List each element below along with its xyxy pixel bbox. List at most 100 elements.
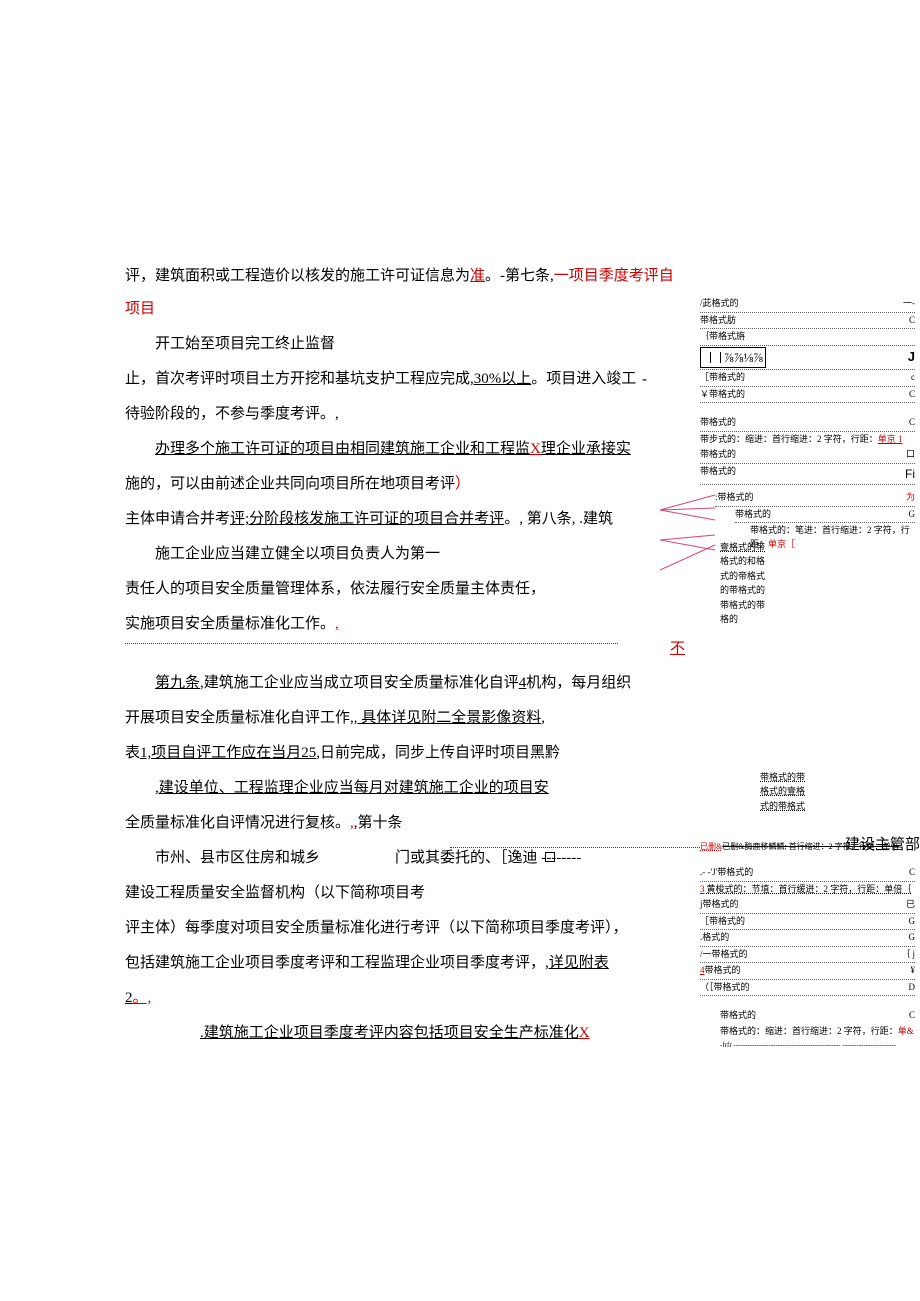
text-underlined: 2 xyxy=(125,990,133,1006)
anno-label: ［带格式的 xyxy=(700,371,745,385)
text: 评主体）每季度对项目安全质量标准化进行考评（以下简称项目季度考评）， xyxy=(125,920,628,936)
paragraph: 施工企业应当建立健全以项目负责人为第一 xyxy=(125,538,685,571)
anno-code: 口 xyxy=(906,448,915,462)
anno-label: j带格式的 xyxy=(700,898,739,912)
anno-num: 3 xyxy=(700,883,705,897)
text-red: 不 xyxy=(670,633,685,666)
anno-label: ｛带格式旃 xyxy=(700,330,745,344)
anno-line: 格的 xyxy=(720,612,765,626)
anno-code: C xyxy=(909,1009,915,1023)
anno-label: .格式的 xyxy=(700,931,729,945)
anno-label: 带格式的 xyxy=(735,508,771,522)
text: 机构，每月组织 xyxy=(526,675,631,691)
text: 待验阶段的，不参与季度考评。, xyxy=(125,406,339,422)
text: , xyxy=(541,710,545,726)
anno-code: C xyxy=(909,416,915,430)
anno-label: 建设主管部 xyxy=(845,834,920,857)
anno-line: 格式的和格 xyxy=(720,554,765,568)
text-underlined: ,30%以上 xyxy=(470,371,531,387)
paragraph: .建筑施工企业项目季度考评内容包括项目安全生产标准化X xyxy=(125,1017,685,1050)
anno-code: 一- xyxy=(903,297,915,311)
anno-code: D xyxy=(909,981,916,995)
text-underlined: 1,项目自评工作应在当月25 xyxy=(140,745,316,761)
anno-code: 为 xyxy=(906,491,915,505)
anno-label: -frfr ----------------------------------… xyxy=(720,1040,896,1051)
paragraph: 评主体）每季度对项目安全质量标准化进行考评（以下简称项目季度考评）， xyxy=(125,912,685,945)
document-body: 评，建筑面积或工程造价以核发的施工许可证信息为准。-第七条,一项目季度考评自项目… xyxy=(125,260,685,1052)
anno-label: 带格式的：缩进：首行缩进：2 字符，行距： xyxy=(720,1026,898,1036)
paragraph: 表1,项目自评工作应在当月25,日前完成，同步上传自评时项目黑黔 xyxy=(125,737,685,770)
paragraph: 开展项目安全质量标准化自评工作,, 具体详见附二全景影像资料, xyxy=(125,702,685,735)
anno-code: J xyxy=(908,347,915,369)
annotation-vertical: 壹格式的带 格式的和格 式的帝格式 的带格式的 带格式的带 格的 xyxy=(720,540,765,626)
text-underlined: X xyxy=(530,441,541,457)
text: ,建筑施工企业应当成立项目安全质量标准化自评 xyxy=(200,675,519,691)
text: X xyxy=(579,1025,590,1041)
anno-red: 单& xyxy=(898,1026,914,1036)
anno-code: G xyxy=(909,915,916,929)
anno-line: 式的帝格式 xyxy=(720,569,765,583)
anno-line: 带格式的带 xyxy=(720,598,765,612)
text: 。, xyxy=(133,990,152,1006)
text: 施的，可以由前述企业共同向项目所在地项目考评 xyxy=(125,476,455,492)
anno-code: 已 xyxy=(906,898,915,912)
text: ,第十条 xyxy=(354,815,403,831)
anno-code: c xyxy=(911,371,915,385)
anno-red: 单京［ xyxy=(768,539,795,549)
paragraph: 建设工程质量安全监督机构（以下简称项目考 xyxy=(125,877,685,910)
anno-code: C xyxy=(909,314,915,328)
text: 表 xyxy=(125,745,140,761)
paragraph: 办理多个施工许可证的项目由相同建筑施工企业和工程监X理企业承接实 xyxy=(125,433,685,466)
annotation-block: .- -'J'带格式的 C 3黄梭式的：节埴：首行缓迸：2 字符，行距：单倍｛ j… xyxy=(700,865,915,996)
anno-label: 带格式的 xyxy=(705,965,741,975)
text: 开展项目安全质量标准化自评工作, xyxy=(125,710,354,726)
anno-code: G xyxy=(909,931,916,945)
text-underlined: 第九条 xyxy=(155,675,200,691)
anno-label: （［带格式的 xyxy=(700,981,750,995)
paragraph: 实施项目安全质量标准化工作。, xyxy=(125,608,685,641)
text: 止，首次考评时项目土方开挖和基坑支护工程应完成 xyxy=(125,371,470,387)
anno-label: 黄梭式的：节埴：首行缓迸：2 字符，行距：单倍｛ xyxy=(707,883,916,897)
text: ,日前完成，同步上传自评时项目黑黔 xyxy=(316,745,560,761)
anno-label: ［带格式的 xyxy=(700,915,745,929)
checkbox-icon xyxy=(545,852,555,862)
text: 主体申请合并考 xyxy=(125,511,230,527)
anno-deleted: 已删& xyxy=(700,842,722,851)
anno-label: .- -'J'带格式的 xyxy=(700,866,753,880)
text: 市州、县市区住房和城乡 xyxy=(155,850,320,866)
anno-label: /一带格式的 xyxy=(700,948,748,962)
anno-line: 的带格式的 xyxy=(720,583,765,597)
anno-label: 带格式的 xyxy=(700,448,736,462)
anno-code: C xyxy=(909,388,915,402)
anno-line: 壹格式的带 xyxy=(720,540,765,554)
divider xyxy=(450,847,700,848)
divider-row: 不 xyxy=(125,643,685,667)
paragraph: 开工始至项目完工终止监督 xyxy=(125,328,685,361)
annotation-block: 带格式的C 带格式的：缩进：首行缩进：2 字符，行距：单& -frfr ----… xyxy=(720,1008,915,1052)
anno-label: 带步式的：缩进：首行缩进：2 字符，行距： xyxy=(700,434,878,444)
anno-code: G xyxy=(909,508,916,522)
anno-red: 单京 1 xyxy=(878,434,903,444)
text-underlined: .建筑施工企业项目季度考评内容包括项目安全生产标准化 xyxy=(200,1025,579,1041)
annotation-block: 带格式的C 带步式的：缩进：首行缩进：2 字符，行距：单京 1 带格式的口 带格… xyxy=(700,415,915,485)
text-underlined: ,详见附表 xyxy=(545,955,609,971)
paragraph: 待验阶段的，不参与季度考评。, xyxy=(125,398,685,431)
anno-code: ｛ j xyxy=(901,948,915,962)
text-underlined: 准 xyxy=(470,268,485,284)
anno-label: ￥带格式的 xyxy=(700,388,745,402)
annotation-block: /茈格式的一- 带格式肪C ｛带格式旃 ⅞⅞⅛⅞J ［带格式的c ￥带格式的C xyxy=(700,296,915,403)
anno-line: 带格式的带 xyxy=(760,770,805,784)
text: 开工始至项目完工终止监督 xyxy=(155,336,335,352)
anno-code: C xyxy=(909,866,915,880)
text: 评，建筑面积或工程造价以核发的施工许可证信息为 xyxy=(125,268,470,284)
paragraph: 2。, xyxy=(125,982,685,1015)
anno-code: Fi xyxy=(905,465,915,483)
anno-label: /茈格式的 xyxy=(700,297,739,311)
text-underlined: 办理多个施工许可证的项目由相同建筑施工企业和工程监 xyxy=(155,441,530,457)
text: 。项目进入竣工 xyxy=(531,371,636,387)
text: 。-第七条, xyxy=(485,268,554,284)
paragraph: 全质量标准化自评情况进行复核。,,第十条 xyxy=(125,807,685,840)
anno-code: ¥ xyxy=(911,964,916,978)
text-underlined: ,建设单位、工程监理企业应当每月对建筑施工企业的项目安 xyxy=(155,780,549,796)
paragraph: ,建设单位、工程监理企业应当每月对建筑施工企业的项目安 xyxy=(125,772,685,805)
